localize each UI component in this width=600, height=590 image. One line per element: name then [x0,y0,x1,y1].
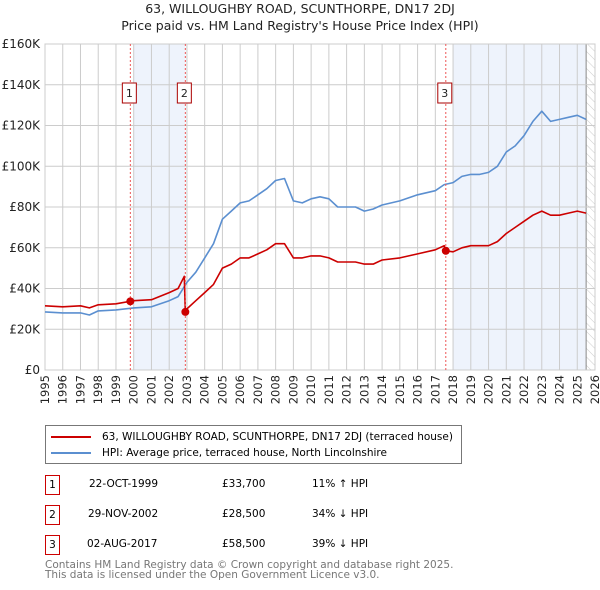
sale-label: 2 [181,87,188,100]
y-tick-label: £120K [2,119,42,133]
y-tick-label: £100K [2,159,42,173]
transaction-row: 1 22-OCT-1999 £33,700 11% ↑ HPI [45,475,465,495]
transaction-price: £58,500 [222,538,266,550]
x-tick-label: 2012 [340,375,354,404]
transaction-row: 2 29-NOV-2002 £28,500 34% ↓ HPI [45,505,465,525]
transaction-price: £28,500 [222,508,266,520]
footer-copyright: Contains HM Land Registry data © Crown c… [45,559,454,571]
x-tick-label: 1997 [73,375,87,404]
transaction-price: £33,700 [222,478,266,490]
x-tick-label: 2008 [269,375,283,404]
x-tick-label: 1996 [56,375,70,404]
sale-point [441,246,450,255]
x-tick-label: 1995 [38,375,52,404]
hpi-line [44,110,587,316]
x-tick-label: 2002 [162,375,176,404]
x-tick-label: 2017 [428,375,442,404]
x-tick-label: 2007 [251,375,265,404]
transaction-hpi-diff: 34% ↓ HPI [312,508,369,520]
sale-label-box [437,82,453,104]
x-tick-label: 2006 [233,375,247,404]
x-tick-label: 2009 [286,375,300,404]
legend-label-property: 63, WILLOUGHBY ROAD, SCUNTHORPE, DN17 2D… [102,431,453,443]
property-price-line [44,210,587,313]
footer: Contains HM Land Registry data © Crown c… [45,559,454,581]
x-tick-label: 2016 [411,375,425,404]
chart-subtitle: Price paid vs. HM Land Registry's House … [121,18,479,33]
y-tick-label: £160K [2,37,42,51]
legend-swatch-blue [51,452,91,454]
sale-label-box [121,82,137,104]
x-tick-label: 2000 [127,375,141,404]
legend-label-hpi: HPI: Average price, terraced house, Nort… [102,447,387,459]
y-tick-label: £20K [9,322,41,336]
y-tick-label: £60K [9,241,41,255]
transaction-number: 1 [45,475,60,495]
transaction-date: 02-AUG-2017 [87,538,158,550]
x-tick-label: 2010 [304,375,318,404]
transaction-date: 22-OCT-1999 [89,478,158,490]
x-tick-label: 2013 [357,375,371,404]
x-tick-label: 1999 [109,375,123,404]
x-tick-label: 2004 [198,375,212,404]
x-tick-label: 2023 [535,375,549,404]
transaction-hpi-diff: 39% ↓ HPI [312,538,369,550]
y-tick-label: £40K [9,282,41,296]
transaction-row: 3 02-AUG-2017 £58,500 39% ↓ HPI [45,535,465,555]
legend-swatch-red [51,436,91,438]
x-tick-label: 2022 [517,375,531,404]
x-tick-label: 2001 [144,375,158,404]
x-tick-label: 2024 [553,375,567,404]
transaction-number: 2 [45,505,60,525]
chart-title: 63, WILLOUGHBY ROAD, SCUNTHORPE, DN17 2D… [145,1,455,16]
sale-label-box [176,82,192,104]
sale-point [126,297,135,306]
footer-licence: This data is licensed under the Open Gov… [45,569,380,581]
legend: 63, WILLOUGHBY ROAD, SCUNTHORPE, DN17 2D… [45,425,462,464]
x-tick-label: 2005 [215,375,229,404]
y-tick-label: £140K [2,78,42,92]
y-tick-label: £0 [25,363,40,377]
transaction-date: 29-NOV-2002 [88,508,159,520]
x-tick-label: 2020 [482,375,496,404]
transaction-number: 3 [45,535,60,555]
plot-border [44,43,596,371]
x-tick-label: 2015 [393,375,407,404]
sale-label: 1 [126,87,133,100]
x-tick-label: 2014 [375,375,389,404]
x-tick-label: 2025 [570,375,584,404]
legend-item-hpi: HPI: Average price, terraced house, Nort… [51,446,387,460]
x-tick-label: 1998 [91,375,105,404]
x-tick-label: 2026 [588,375,600,404]
price-chart: £0 £20K £40K £60K £80K £100K £120K £140K £160K 19… [2,37,600,404]
x-tick-label: 2021 [499,375,513,404]
transaction-hpi-diff: 11% ↑ HPI [312,478,369,490]
x-tick-label: 2019 [464,375,478,404]
x-tick-label: 2011 [322,375,336,404]
x-tick-label: 2018 [446,375,460,404]
sale-label: 3 [441,87,448,100]
sale-point [181,307,190,316]
legend-item-property: 63, WILLOUGHBY ROAD, SCUNTHORPE, DN17 2D… [51,430,453,444]
x-tick-label: 2003 [180,375,194,404]
y-tick-label: £80K [9,200,41,214]
